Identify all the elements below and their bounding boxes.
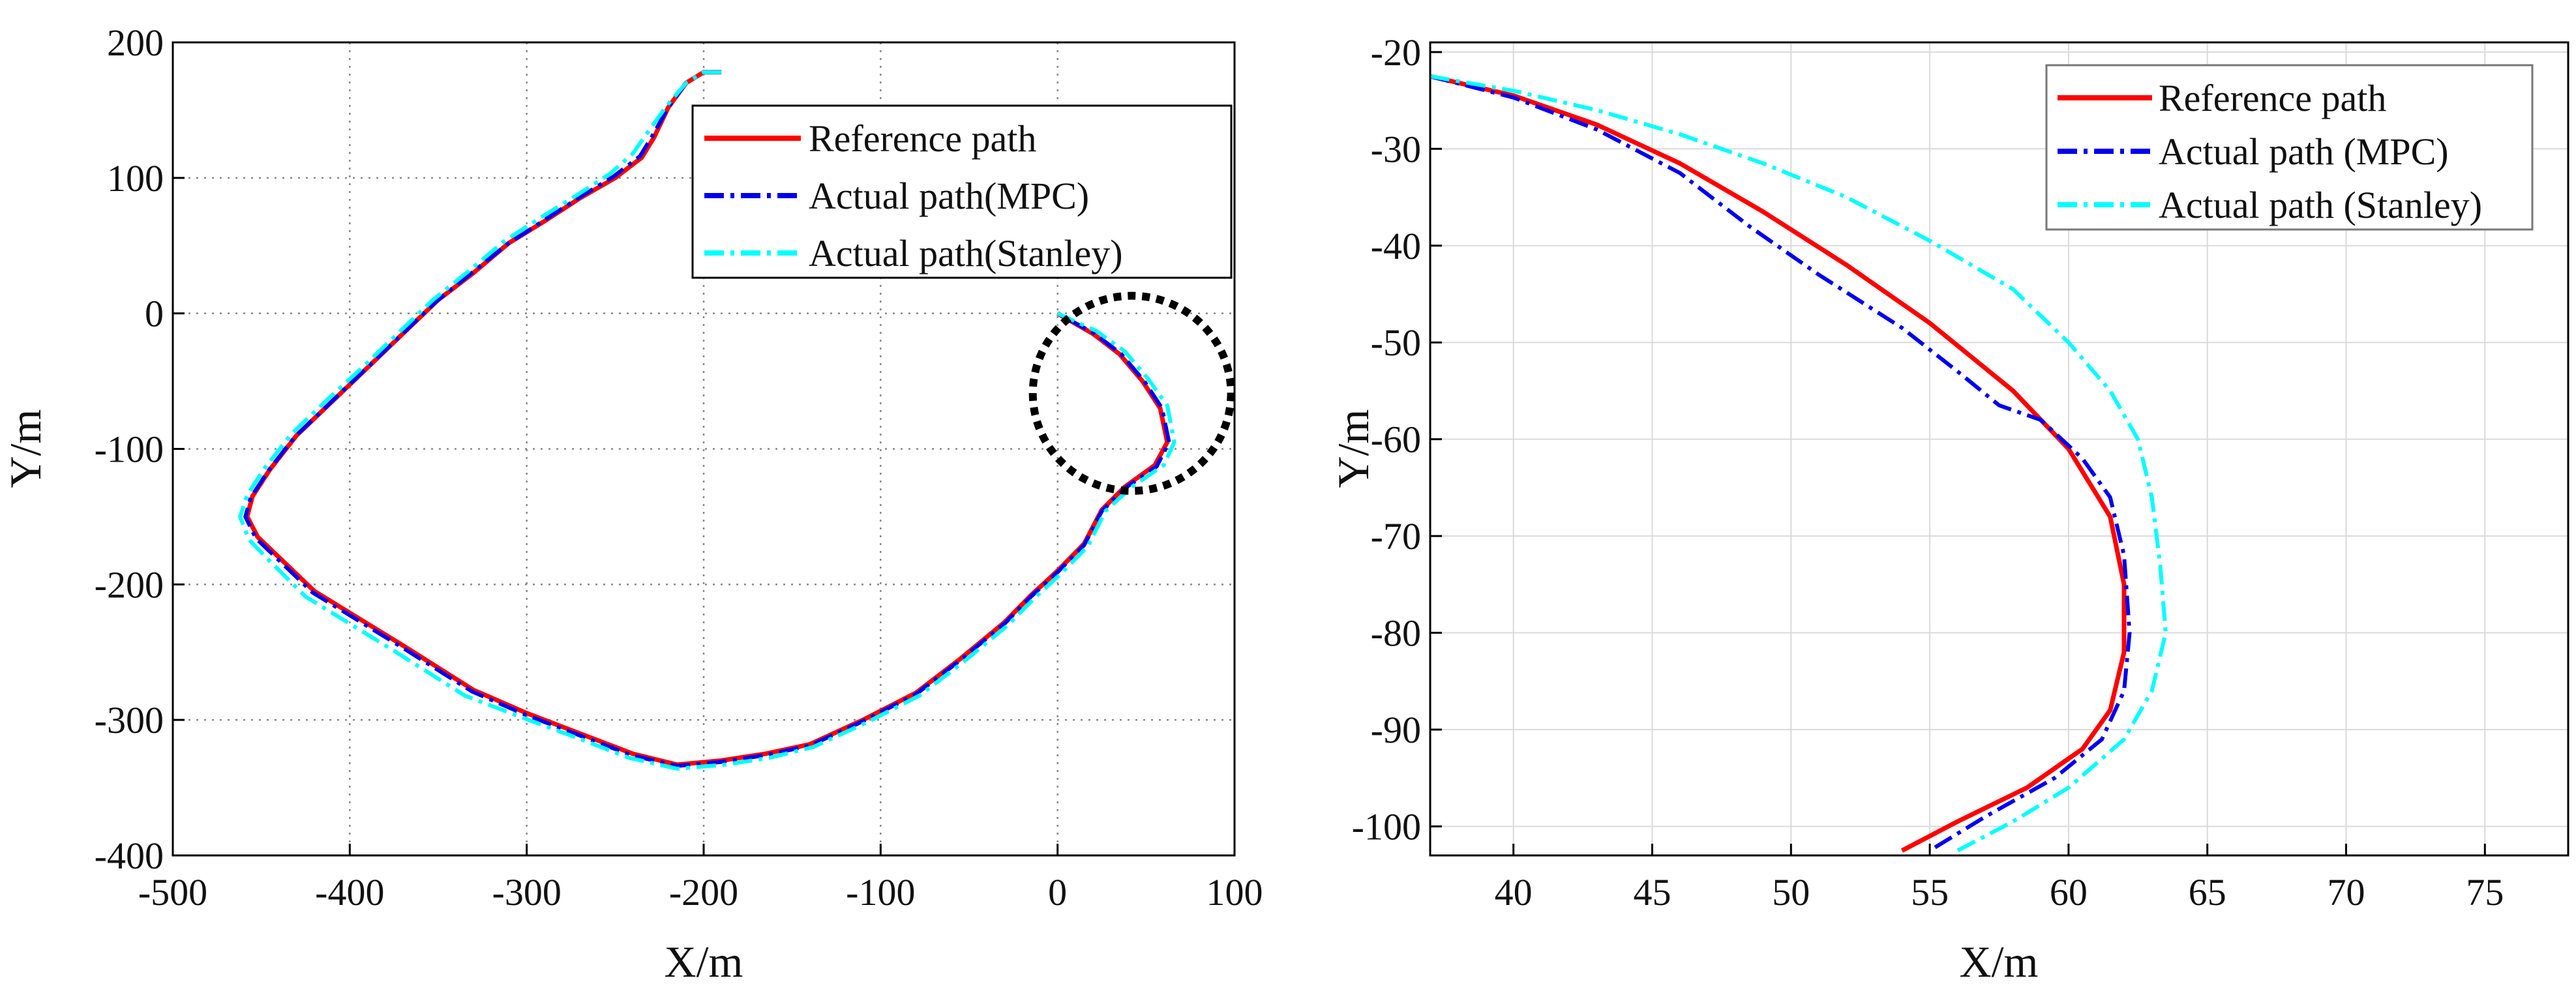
left-chart: -500 -400 -300 -200 -100 0 100-400-300-200-100… [1, 22, 1263, 986]
x-tick-label: 55 [1911, 871, 1949, 913]
legend-label-stanley: Actual path(Stanley) [809, 232, 1123, 274]
x-tick-label: 65 [2189, 871, 2226, 913]
x-tick-label: 100 [1206, 871, 1263, 913]
legend-label-reference-path: Reference path [809, 117, 1036, 160]
series-line-actual-path-stanley [238, 70, 1176, 771]
y-tick-label: 100 [107, 157, 164, 200]
series-line-actual-path-mpc [1430, 74, 2132, 853]
series-line-reference-path [1430, 74, 2127, 853]
x-tick-label: 60 [2050, 871, 2088, 913]
x-tick-label: -300 [492, 871, 562, 913]
left-legend-box [691, 104, 1233, 279]
right-chart-legend: Reference path Actual path (MPC) Actual … [2045, 64, 2534, 231]
x-tick-label: -100 [846, 871, 915, 913]
right-legend-box [2045, 64, 2534, 231]
legend-label-reference-path: Reference path [2159, 77, 2386, 119]
legend-label-stanley: Actual path (Stanley) [2159, 184, 2482, 226]
x-tick-label: -200 [669, 871, 738, 913]
y-tick-label: -70 [1371, 515, 1421, 557]
y-tick-label: -50 [1371, 321, 1421, 364]
x-tick-label: 50 [1772, 871, 1810, 913]
right-chart-plot-frame [1429, 41, 2569, 857]
y-tick-label: -20 [1371, 31, 1421, 74]
left-chart-x-axis-label: X/m [665, 937, 743, 986]
y-tick-label: 200 [107, 22, 164, 64]
y-tick-label: -80 [1371, 612, 1421, 655]
x-tick-label: 70 [2328, 871, 2365, 913]
left-chart-y-axis-label: Y/m [1, 409, 50, 488]
series-line-actual-path-stanley [1430, 74, 2168, 853]
right-chart: 40 45 50 55 60 65 70 75 -100 -90 -80 -70 -60 -50 -40 -3… [1328, 31, 2569, 986]
y-tick-label: -40 [1371, 225, 1421, 267]
y-tick-label: -60 [1371, 419, 1421, 461]
y-tick-label: -200 [95, 563, 164, 606]
left-chart-annotation-circle [1028, 291, 1235, 495]
y-tick-label: 0 [145, 293, 164, 335]
right-chart-ticks: 40 45 50 55 60 65 70 75 -100 -90 -80 -70 -60 -50 -40 -3… [1352, 31, 2504, 913]
left-chart-series-group [238, 70, 1176, 771]
y-tick-label: -300 [95, 699, 164, 741]
series-line-actual-path-mpc [243, 70, 1171, 768]
y-tick-label: -90 [1371, 709, 1421, 751]
x-tick-label: 40 [1495, 871, 1533, 913]
x-tick-label: 75 [2466, 871, 2504, 913]
left-chart-ticks: -500 -400 -300 -200 -100 0 100-400-300-200-100… [95, 22, 1263, 913]
legend-label-mpc: Actual path(MPC) [809, 175, 1089, 217]
x-tick-label: -500 [138, 871, 207, 913]
y-tick-label: -400 [95, 835, 164, 877]
y-tick-label: -30 [1371, 128, 1421, 170]
left-chart-legend: Reference path Actual path(MPC) Actual p… [691, 104, 1233, 279]
right-chart-x-axis-label: X/m [1960, 937, 2039, 986]
legend-label-mpc: Actual path (MPC) [2159, 130, 2449, 173]
x-tick-label: -400 [315, 871, 384, 913]
x-tick-label: 45 [1633, 871, 1671, 913]
right-chart-series-group [1430, 74, 2168, 853]
y-tick-label: -100 [95, 428, 164, 471]
x-tick-label: 0 [1048, 871, 1067, 913]
right-chart-y-axis-label: Y/m [1328, 409, 1378, 488]
y-tick-label: -100 [1352, 805, 1421, 848]
